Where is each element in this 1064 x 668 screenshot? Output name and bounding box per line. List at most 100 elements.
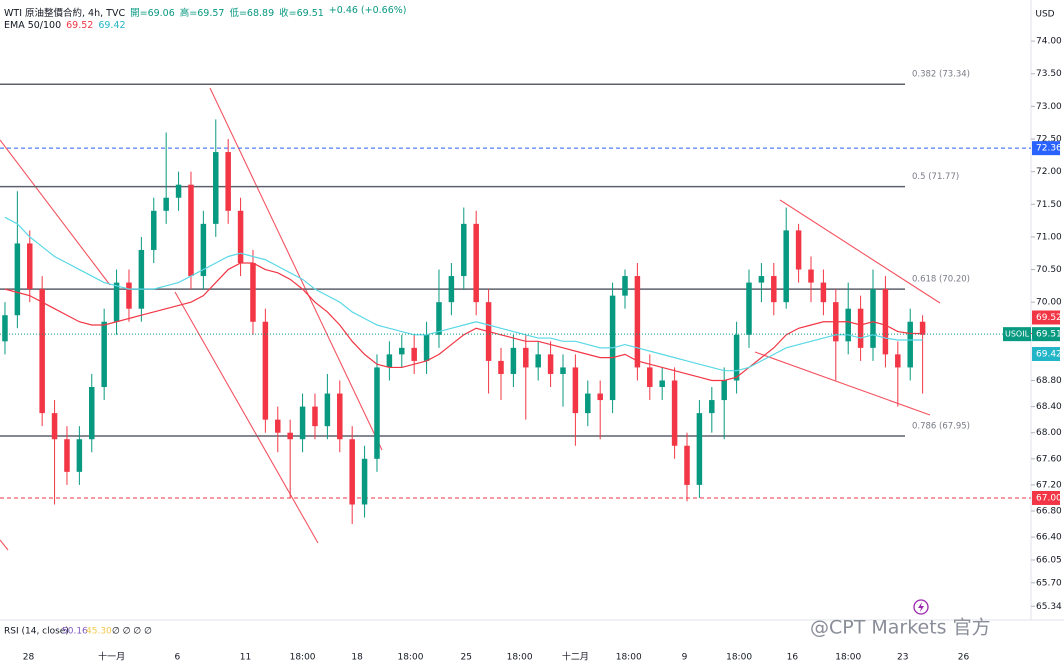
x-tick-label: 18:00 xyxy=(616,653,642,663)
candle-body xyxy=(783,230,789,303)
candle-body xyxy=(895,354,901,368)
candle-body xyxy=(622,276,628,296)
candle-body xyxy=(262,321,269,420)
rsi-value: 45.30 xyxy=(86,627,112,637)
y-tick-label: 67.60 xyxy=(1036,454,1062,464)
candle-body xyxy=(175,184,182,198)
candle-body xyxy=(733,334,740,381)
y-tick-label: 66.40 xyxy=(1036,533,1062,543)
candle-body xyxy=(324,393,331,427)
candle-body xyxy=(919,321,926,335)
candle-body xyxy=(361,458,368,505)
candle-body xyxy=(585,393,591,414)
candle-body xyxy=(746,282,752,335)
candle-body xyxy=(547,354,554,374)
candle-body xyxy=(448,276,455,303)
candle-body xyxy=(461,223,467,277)
y-tick-label: 72.50 xyxy=(1036,135,1062,145)
candle-body xyxy=(200,223,207,277)
trend-line xyxy=(209,87,383,451)
candle-body xyxy=(572,367,579,414)
price-badge xyxy=(1032,347,1060,362)
candle-body xyxy=(560,367,566,374)
x-tick-label: 23 xyxy=(897,653,908,663)
ema-line xyxy=(4,216,923,372)
ema-line xyxy=(4,262,923,382)
candle-body xyxy=(647,367,653,388)
symbol-badge-label: USOIL xyxy=(1005,330,1030,339)
candle-body xyxy=(374,367,380,459)
candle-body xyxy=(101,321,107,388)
x-tick-label: 18:00 xyxy=(507,653,533,663)
candle-body xyxy=(535,354,541,368)
ohlc: 開=69.06 xyxy=(130,8,175,19)
currency-label: USD xyxy=(1035,10,1054,20)
x-tick-label: 十二月 xyxy=(562,651,589,663)
candle-body xyxy=(312,406,318,427)
fib-label: 0.786 (67.95) xyxy=(912,421,970,431)
candle-body xyxy=(684,445,690,485)
price-badge-label: 69.51 xyxy=(1036,330,1062,340)
y-tick-label: 73.50 xyxy=(1036,69,1062,79)
candle-body xyxy=(51,413,58,440)
candle-body xyxy=(634,276,641,368)
price-badge xyxy=(1032,310,1060,325)
candle-body xyxy=(771,276,777,303)
x-tick-label: 十一月 xyxy=(98,651,125,663)
level-badge-label: 67.00 xyxy=(1036,493,1062,503)
candle-body xyxy=(870,289,876,348)
candle-body xyxy=(2,315,8,342)
y-tick-label: 66.05 xyxy=(1036,555,1062,565)
candle-body xyxy=(696,413,703,485)
y-tick-label: 65.70 xyxy=(1036,578,1062,588)
candle-body xyxy=(423,334,430,361)
trend-line xyxy=(0,139,111,286)
rsi-label: RSI (14, close) xyxy=(4,627,69,637)
candle-body xyxy=(188,184,194,277)
candle-body xyxy=(213,152,219,224)
candle-body xyxy=(299,406,306,440)
candle-body xyxy=(349,439,355,505)
candle-body xyxy=(523,347,529,368)
indicator-value: 69.52 xyxy=(66,20,94,31)
candle-body xyxy=(126,282,132,309)
watermark: @CPT Markets 官方 xyxy=(810,617,991,639)
indicator-header: EMA 50/100 69.52 69.42 xyxy=(4,20,126,31)
candle-body xyxy=(89,387,95,440)
alert-icon[interactable] xyxy=(913,599,929,615)
trend-line xyxy=(174,291,319,544)
candle-body xyxy=(287,432,293,440)
candle-body xyxy=(721,380,727,401)
trend-line xyxy=(779,199,941,304)
fib-label: 0.5 (71.77) xyxy=(912,172,959,182)
symbol-title: WTI 原油整價合約, 4h, TVC xyxy=(4,8,126,19)
candle-body xyxy=(337,393,343,440)
y-tick-label: 68.40 xyxy=(1036,402,1062,412)
candle-body xyxy=(14,243,21,316)
y-tick-label: 65.34 xyxy=(1036,602,1062,612)
x-tick-label: 9 xyxy=(682,653,688,663)
rsi-value: 50.16 xyxy=(62,627,88,637)
y-tick-label: 72.00 xyxy=(1036,167,1062,177)
candle-body xyxy=(411,347,417,361)
candle-body xyxy=(64,439,70,472)
candle-body xyxy=(27,243,33,290)
trend-line xyxy=(754,351,931,416)
candle-body xyxy=(386,354,393,368)
x-tick-label: 18:00 xyxy=(290,653,316,663)
x-tick-label: 18 xyxy=(351,653,363,663)
y-tick-label: 73.00 xyxy=(1036,102,1062,112)
indicator-value: 69.42 xyxy=(98,20,126,31)
price-badge xyxy=(1032,327,1060,342)
candle-body xyxy=(225,152,231,211)
candle-body xyxy=(671,380,678,446)
candle-body xyxy=(250,263,256,322)
y-tick-label: 67.20 xyxy=(1036,480,1062,490)
y-tick-label: 68.80 xyxy=(1036,376,1062,386)
candle-body xyxy=(597,393,603,401)
fib-label: 0.618 (70.20) xyxy=(912,275,970,285)
candle-body xyxy=(436,302,442,335)
price-badge-label: 69.52 xyxy=(1036,313,1062,323)
